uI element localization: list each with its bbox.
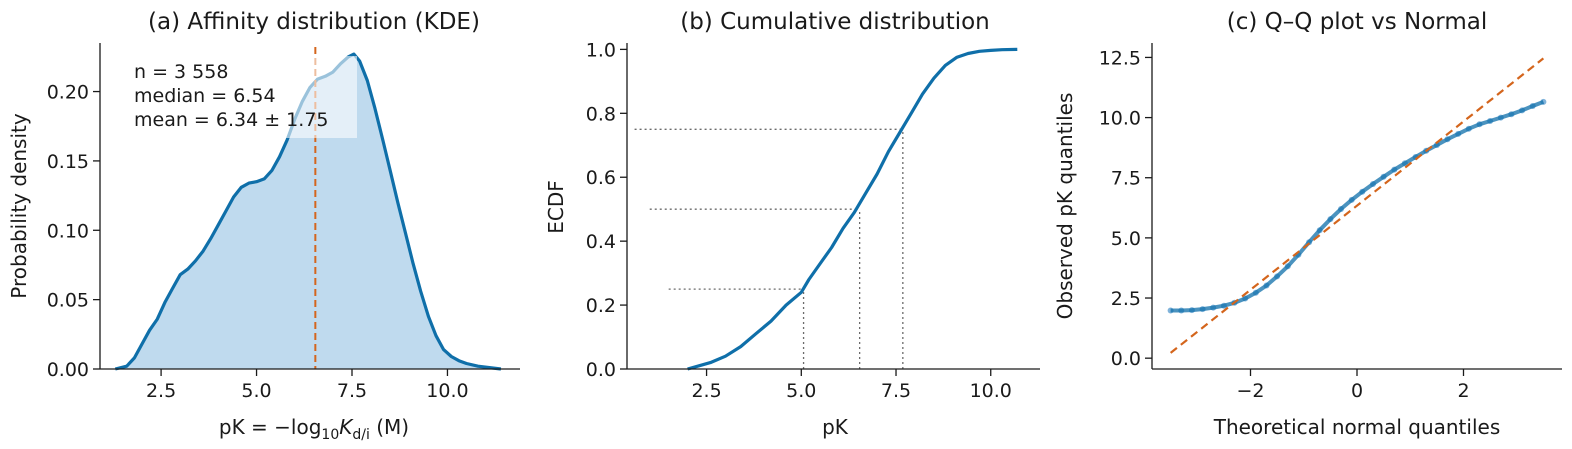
y-tick-label: 0.00 — [47, 359, 89, 381]
panel-b-y-label: ECDF — [544, 180, 568, 234]
panel-c-x-label: Theoretical normal quantiles — [1213, 415, 1501, 439]
y-tick-label: 0.2 — [586, 295, 616, 317]
density-area — [115, 54, 501, 369]
x-tick-label: 5.0 — [241, 380, 271, 402]
panel-b-x-label: pK — [822, 415, 849, 439]
y-tick-label: 0.6 — [586, 167, 616, 189]
y-tick-label: 0.10 — [47, 220, 89, 242]
x-tick-label: 7.5 — [881, 380, 911, 402]
x-tick-label: 2.5 — [146, 380, 176, 402]
panel-b-title: (b) Cumulative distribution — [680, 9, 990, 35]
y-tick-label: 0.4 — [586, 231, 616, 253]
panel-c-title: (c) Q–Q plot vs Normal — [1227, 9, 1487, 35]
y-tick-label: 7.5 — [1111, 168, 1141, 190]
y-tick-label: 0.0 — [1111, 348, 1141, 370]
panel-b-x-ticks: 2.5 5.0 7.5 10.0 — [691, 369, 1012, 402]
panel-b-y-ticks: 0.0 0.2 0.4 0.6 0.8 1.0 — [586, 39, 627, 381]
annotation-mean: mean = 6.34 ± 1.75 — [134, 109, 329, 131]
x-tick-label: 5.0 — [786, 380, 816, 402]
panel-a-x-ticks: 2.5 5.0 7.5 10.0 — [146, 369, 469, 402]
x-tick-label: 2 — [1457, 380, 1469, 402]
y-tick-label: 10.0 — [1099, 108, 1141, 130]
y-tick-label: 0.20 — [47, 82, 89, 104]
panel-a: (a) Affinity distribution (KDE) 2.5 5.0 7.… — [7, 9, 520, 443]
panel-b-plot — [634, 47, 1018, 371]
x-tick-label: 2.5 — [691, 380, 721, 402]
panel-c: (c) Q–Q plot vs Normal −2 0 2 0.0 2.5 5.0 7.5… — [1053, 9, 1562, 439]
panel-c-x-ticks: −2 0 2 — [1236, 369, 1470, 402]
panel-c-y-ticks: 0.0 2.5 5.0 7.5 10.0 12.5 — [1099, 47, 1152, 370]
y-tick-label: 12.5 — [1099, 47, 1141, 69]
y-tick-label: 0.8 — [586, 103, 616, 125]
y-tick-label: 0.05 — [47, 290, 89, 312]
y-tick-label: 2.5 — [1111, 288, 1141, 310]
panel-c-plot — [1167, 57, 1547, 354]
x-tick-label: 0 — [1351, 380, 1363, 402]
y-tick-label: 5.0 — [1111, 228, 1141, 250]
panel-b: (b) Cumulative distribution 2.5 5.0 7.5 10.… — [544, 9, 1040, 439]
x-tick-label: −2 — [1236, 380, 1264, 402]
y-tick-label: 0.15 — [47, 151, 89, 173]
panel-a-annotation: n = 3 558 median = 6.54 mean = 6.34 ± 1.… — [127, 56, 357, 138]
annotation-median: median = 6.54 — [134, 85, 276, 107]
normal-reference-line — [1169, 57, 1545, 354]
x-tick-label: 10.0 — [970, 380, 1012, 402]
x-tick-label: 10.0 — [426, 380, 468, 402]
panel-a-title: (a) Affinity distribution (KDE) — [148, 9, 480, 35]
x-tick-label: 7.5 — [337, 380, 367, 402]
panel-c-y-label: Observed pK quantiles — [1053, 93, 1077, 320]
panel-a-y-label: Probability density — [7, 113, 31, 299]
panel-a-x-label: pK = −log10Kd/i (M) — [219, 415, 409, 443]
y-tick-label: 1.0 — [586, 39, 616, 61]
y-tick-label: 0.0 — [586, 359, 616, 381]
ecdf-curve — [687, 47, 1018, 371]
annotation-n: n = 3 558 — [134, 61, 228, 83]
panel-a-y-ticks: 0.00 0.05 0.10 0.15 0.20 — [47, 82, 100, 381]
annotation-box — [127, 56, 357, 138]
